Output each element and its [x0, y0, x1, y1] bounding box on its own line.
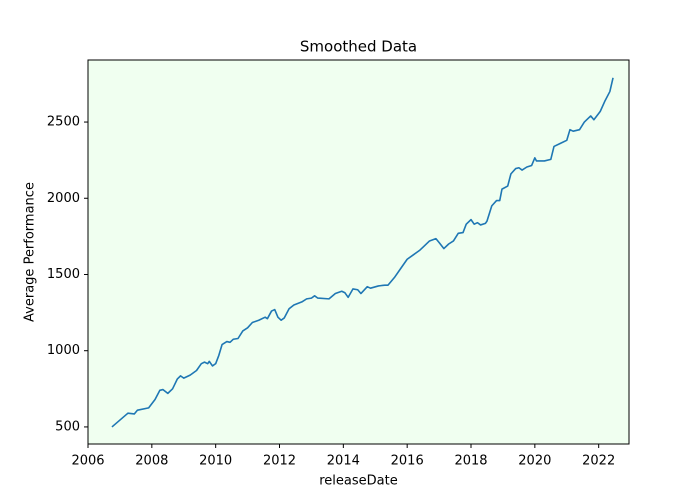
y-tick-label: 500: [55, 419, 80, 434]
x-axis-label: releaseDate: [319, 474, 397, 489]
data-line: [111, 77, 614, 428]
x-tick-label: 2022: [582, 454, 615, 469]
x-tick-label: 2018: [454, 454, 487, 469]
x-tick-label: 2014: [327, 454, 360, 469]
y-tick-label: 1500: [47, 267, 80, 282]
y-axis-label: Average Performance: [23, 182, 38, 322]
x-tick-label: 2012: [263, 454, 296, 469]
x-tick-label: 2020: [518, 454, 551, 469]
x-tick-label: 2008: [135, 454, 168, 469]
x-tick-label: 2006: [71, 454, 104, 469]
y-tick-label: 1000: [47, 343, 80, 358]
x-tick-label: 2016: [391, 454, 424, 469]
y-tick-label: 2000: [47, 191, 80, 206]
plot-frame: [87, 59, 630, 445]
chart-title: Smoothed Data: [300, 38, 417, 56]
plot-background: [88, 60, 629, 444]
x-tick-label: 2010: [199, 454, 232, 469]
y-tick-label: 2500: [47, 115, 80, 130]
